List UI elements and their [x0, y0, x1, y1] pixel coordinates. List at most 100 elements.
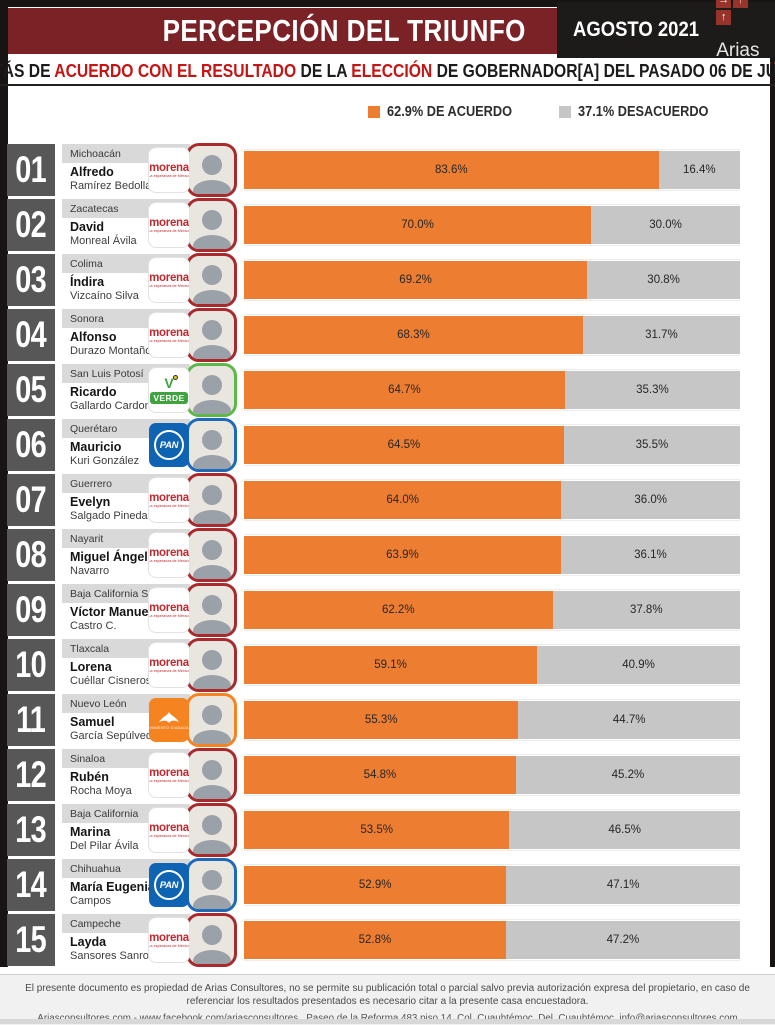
candidate-first-name: David — [70, 220, 105, 234]
result-bar: 52.8% 47.2% — [244, 919, 740, 961]
disagree-segment: 16.4% — [658, 151, 740, 189]
stacked-bar: 54.8% 45.2% — [244, 756, 740, 794]
candidate-first-name: Layda — [70, 935, 107, 949]
table-row: 15 Campeche Layda Sansores Sanromán more… — [0, 913, 775, 967]
agree-segment: 53.5% — [244, 811, 510, 849]
agree-percent-label: 63.9% — [386, 549, 419, 561]
rank-box: 12 — [7, 749, 55, 801]
footer: El presente documento es propiedad de Ar… — [0, 974, 775, 1025]
table-row: 04 Sonora Alfonso Durazo Montaño morena L… — [0, 308, 775, 362]
candidate-first-name: Alfredo — [70, 165, 114, 179]
candidate-photo — [186, 253, 237, 307]
verde-toucan-icon: V — [164, 375, 178, 390]
rank-number: 11 — [16, 699, 47, 740]
avatar-head — [201, 815, 222, 835]
disagree-segment: 44.7% — [518, 701, 740, 739]
rank-number: 08 — [15, 534, 47, 575]
disagree-percent-label: 36.1% — [634, 549, 667, 561]
morena-party-logo: morena La esperanza de México — [149, 808, 189, 852]
rank-number: 09 — [15, 589, 47, 630]
candidate-first-name: Lorena — [70, 660, 112, 674]
candidate-last-name: Cuéllar Cisneros — [70, 675, 152, 687]
morena-tagline: La esperanza de México — [149, 558, 189, 563]
disagree-segment: 36.0% — [561, 481, 740, 519]
rank-box: 05 — [7, 364, 55, 416]
stacked-bar: 59.1% 40.9% — [244, 646, 740, 684]
agree-segment: 62.2% — [244, 591, 553, 629]
candidate-first-name: Evelyn — [70, 495, 111, 509]
candidate-last-name: Campos — [70, 895, 111, 907]
morena-tagline: La esperanza de México — [149, 228, 189, 233]
agree-percent-label: 54.8% — [363, 769, 397, 781]
stacked-bar: 52.8% 47.2% — [244, 921, 740, 959]
state-name: Guerrero — [70, 477, 113, 490]
disagree-percent-label: 36.0% — [634, 494, 668, 506]
rank-box: 10 — [7, 639, 55, 691]
candidate-name: David Monreal Ávila — [62, 218, 190, 248]
candidate-first-name: Mauricio — [70, 440, 122, 454]
candidate-first-name: Ricardo — [70, 385, 117, 399]
disagree-percent-label: 16.4% — [683, 164, 716, 176]
table-row: 09 Baja California Sur Víctor Manuel Cas… — [0, 583, 775, 637]
avatar-head — [201, 155, 222, 175]
morena-tagline: La esperanza de México — [149, 338, 189, 343]
disagree-percent-label: 35.3% — [636, 384, 669, 396]
stacked-bar: 53.5% 46.5% — [244, 811, 740, 849]
verde-party-logo: V VERDE — [149, 368, 189, 412]
state-name: Baja California Sur — [70, 587, 158, 600]
morena-tagline: La esperanza de México — [149, 613, 189, 618]
candidate-name: Layda Sansores Sanromán — [62, 933, 190, 963]
question-box: ¿ESTÁS DE ACUERDO CON EL RESULTADO DE LA… — [0, 58, 775, 84]
table-row: 12 Sinaloa Rubén Rocha Moya morena La esp… — [0, 748, 775, 802]
candidate-photo — [186, 638, 237, 692]
avatar-shoulders — [192, 510, 231, 524]
stacked-bar: 68.3% 31.7% — [244, 316, 740, 354]
morena-tagline: La esperanza de México — [149, 503, 189, 508]
state-name: Tlaxcala — [70, 642, 110, 655]
pan-party-logo: PAN — [149, 423, 189, 467]
movimiento-ciudadano-party-logo: MOVIMIENTO CIUDADANO — [149, 698, 189, 742]
result-bar: 64.7% 35.3% — [244, 369, 740, 411]
candidate-photo — [186, 803, 237, 857]
page-title: PERCEPCIÓN DEL TRIUNFO — [162, 13, 527, 48]
stacked-bar: 69.2% 30.8% — [244, 261, 740, 299]
candidate-name: Samuel García Sepúlveda — [62, 713, 190, 743]
agree-percent-label: 68.3% — [397, 329, 430, 341]
table-row: 14 Chihuahua María Eugenia Campos PAN 52… — [0, 858, 775, 912]
disagree-swatch-icon — [559, 106, 572, 118]
result-bar: 64.5% 35.5% — [244, 424, 740, 466]
avatar-shoulders — [192, 235, 231, 249]
disagree-segment: 35.3% — [564, 371, 740, 409]
pan-label: PAN — [159, 879, 179, 891]
disagree-percent-label: 40.9% — [622, 659, 655, 671]
question-text: ¿ESTÁS DE ACUERDO CON EL RESULTADO DE LA… — [0, 61, 775, 82]
avatar-shoulders — [192, 895, 231, 909]
candidate-name: Ricardo Gallardo Cardona — [62, 383, 190, 413]
avatar-head — [201, 650, 222, 670]
legend-item-agree: 62.9% DE ACUERDO — [368, 104, 529, 120]
disagree-segment: 37.8% — [552, 591, 740, 629]
logo-squares: → ↑ ↑ — [716, 0, 752, 27]
arrow-up-icon: ↑ — [716, 9, 732, 25]
avatar-shoulders — [192, 455, 231, 469]
morena-tagline: La esperanza de México — [149, 833, 189, 838]
disagree-segment: 47.1% — [506, 866, 740, 904]
avatar-shoulders — [192, 565, 231, 579]
party-logo-slot: morena La esperanza de México — [149, 643, 189, 687]
table-row: 02 Zacatecas David Monreal Ávila morena L… — [0, 198, 775, 252]
party-logo-slot: morena La esperanza de México — [149, 588, 189, 632]
agree-swatch-icon — [368, 106, 380, 118]
rank-number: 13 — [15, 809, 47, 850]
avatar-head — [201, 375, 222, 395]
rank-number: 02 — [15, 204, 47, 245]
avatar-head — [201, 485, 222, 505]
morena-party-logo: morena La esperanza de México — [149, 753, 189, 797]
agree-percent-label: 64.0% — [386, 494, 420, 506]
header-bar: PERCEPCIÓN DEL TRIUNFO — [8, 8, 557, 54]
agree-segment: 83.6% — [244, 151, 659, 189]
morena-party-logo: morena La esperanza de México — [149, 478, 189, 522]
candidate-photo — [186, 418, 237, 472]
morena-party-logo: morena La esperanza de México — [149, 643, 189, 687]
question-underline — [0, 84, 775, 86]
question-segment: ELECCIÓN — [351, 60, 433, 81]
